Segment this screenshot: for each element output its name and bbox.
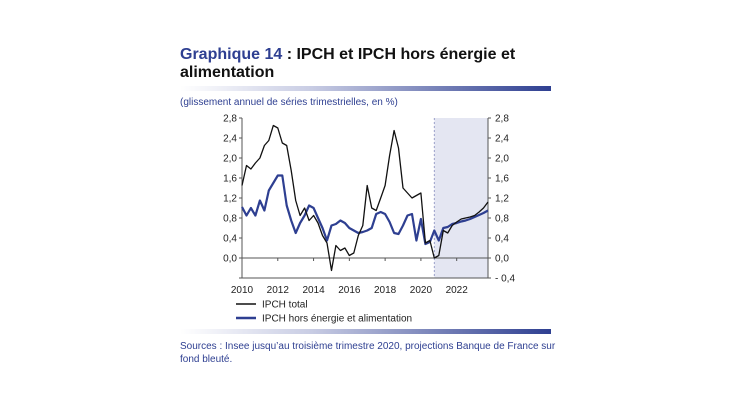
- y-tick-label-left: 0,0: [223, 254, 237, 265]
- y-tick-label-right: 0,8: [495, 214, 509, 225]
- x-tick-label: 2022: [446, 285, 469, 296]
- y-tick-label-left: 0,8: [223, 214, 237, 225]
- y-tick-label-right: 2,0: [495, 154, 509, 165]
- y-tick-label-right: - 0,4: [495, 274, 515, 285]
- y-tick-label-right: 2,8: [495, 114, 509, 125]
- y-tick-label-right: 0,0: [495, 254, 509, 265]
- projection-band: [434, 118, 488, 278]
- x-tick-label: 2018: [374, 285, 397, 296]
- chart-title-rest: : IPCH et IPCH hors énergie et alimentat…: [180, 46, 516, 81]
- x-tick-label: 2010: [231, 285, 254, 296]
- y-tick-label-left: 0,4: [223, 234, 237, 245]
- x-tick-label: 2014: [302, 285, 325, 296]
- y-tick-label-right: 2,4: [495, 134, 509, 145]
- y-tick-label-right: 0,4: [495, 234, 509, 245]
- chart-title: Graphique 14 : IPCH et IPCH hors énergie…: [180, 46, 560, 82]
- chart-subtitle: (glissement annuel de séries trimestriel…: [180, 97, 398, 108]
- y-tick-label-right: 1,6: [495, 174, 509, 185]
- x-tick-label: 2016: [338, 285, 361, 296]
- y-tick-label-right: 1,2: [495, 194, 509, 205]
- y-tick-label-left: 1,6: [223, 174, 237, 185]
- series-line-total: [241, 124, 489, 272]
- y-tick-label-left: 2,4: [223, 134, 237, 145]
- legend-label-total: IPCH total: [262, 300, 308, 311]
- chart-title-lead: Graphique 14: [180, 46, 283, 63]
- legend-label-core: IPCH hors énergie et alimentation: [262, 314, 412, 325]
- x-tick-label: 2020: [410, 285, 433, 296]
- y-tick-label-left: 2,8: [223, 114, 237, 125]
- series-line-core: [241, 174, 489, 246]
- title-rule: [180, 86, 551, 91]
- x-tick-label: 2012: [267, 285, 290, 296]
- footer-rule: [180, 329, 551, 334]
- sources-note: Sources : Insee jusqu’au troisième trime…: [180, 341, 556, 365]
- y-tick-label-left: 2,0: [223, 154, 237, 165]
- y-tick-label-left: 1,2: [223, 194, 237, 205]
